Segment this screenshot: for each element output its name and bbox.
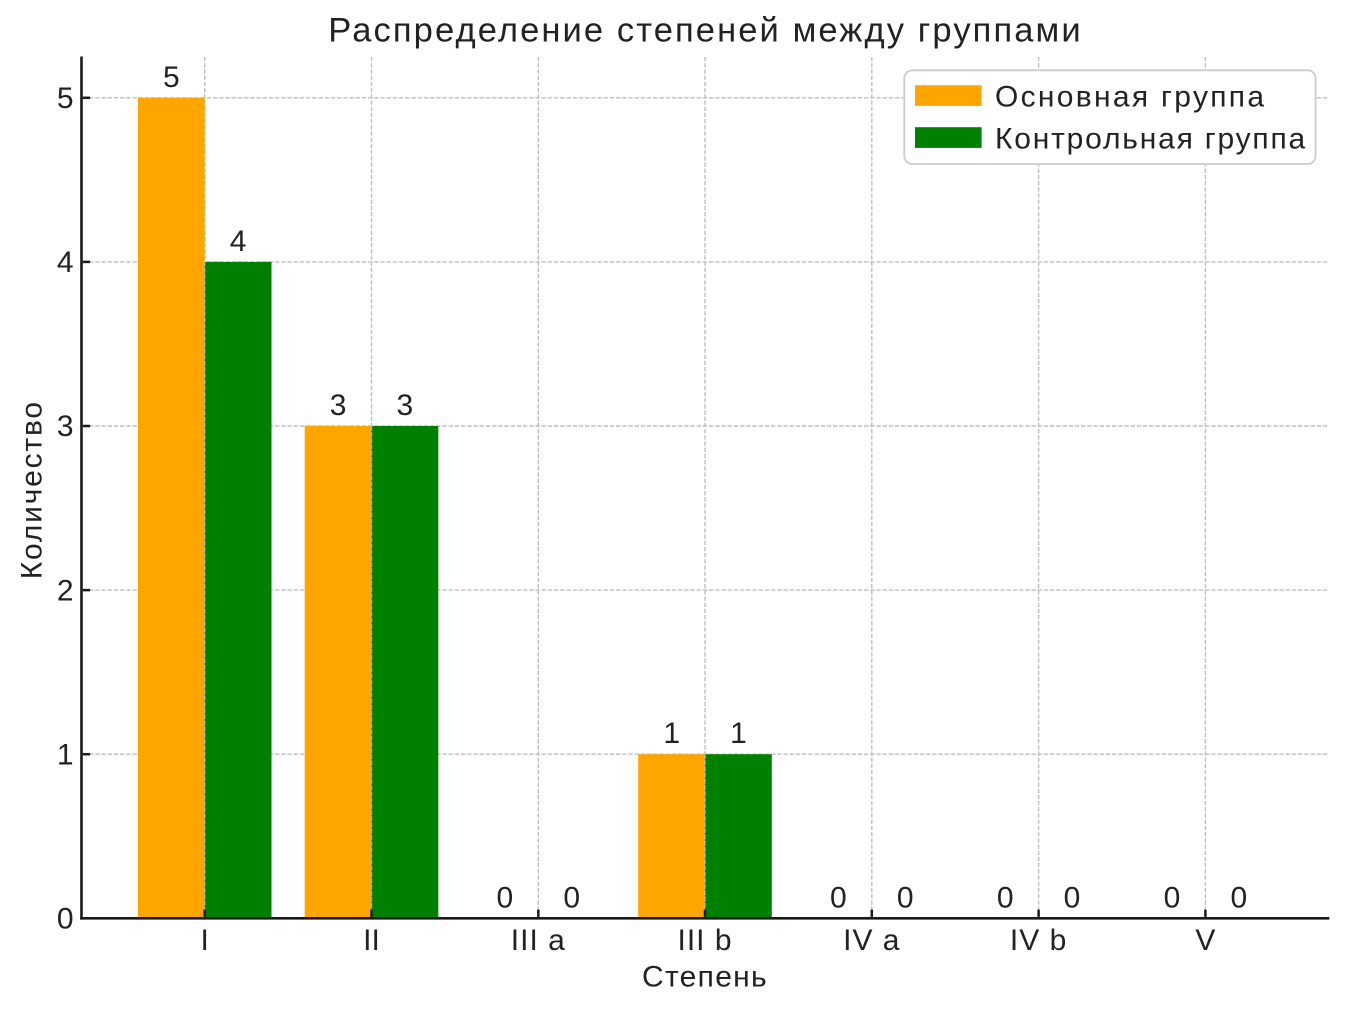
svg-text:4: 4	[230, 225, 247, 258]
svg-text:1: 1	[730, 717, 747, 750]
svg-text:5: 5	[163, 61, 180, 94]
svg-text:0: 0	[830, 881, 847, 914]
svg-text:3: 3	[330, 389, 347, 422]
svg-text:IV a: IV a	[843, 924, 900, 957]
svg-text:V: V	[1195, 924, 1215, 957]
svg-text:IV b: IV b	[1010, 924, 1067, 957]
svg-text:Степень: Степень	[642, 961, 768, 994]
svg-text:3: 3	[397, 389, 414, 422]
svg-text:III a: III a	[511, 924, 566, 957]
svg-text:1: 1	[57, 738, 74, 771]
svg-text:0: 0	[897, 881, 914, 914]
svg-text:0: 0	[497, 881, 514, 914]
svg-text:0: 0	[563, 881, 580, 914]
svg-text:4: 4	[57, 246, 74, 279]
svg-text:Распределение степеней между г: Распределение степеней между группами	[328, 12, 1082, 50]
svg-text:0: 0	[997, 881, 1014, 914]
svg-text:0: 0	[57, 903, 74, 936]
svg-text:Количество: Количество	[16, 400, 49, 579]
svg-text:Контрольная группа: Контрольная группа	[995, 123, 1307, 156]
svg-text:3: 3	[57, 410, 74, 443]
svg-text:Основная группа: Основная группа	[995, 81, 1266, 114]
svg-text:1: 1	[663, 717, 680, 750]
svg-text:I: I	[201, 924, 209, 957]
svg-text:5: 5	[57, 82, 74, 115]
svg-text:III b: III b	[677, 924, 732, 957]
svg-text:0: 0	[1164, 881, 1181, 914]
svg-text:2: 2	[57, 574, 74, 607]
svg-text:0: 0	[1064, 881, 1081, 914]
svg-text:II: II	[363, 924, 380, 957]
svg-text:0: 0	[1230, 881, 1247, 914]
